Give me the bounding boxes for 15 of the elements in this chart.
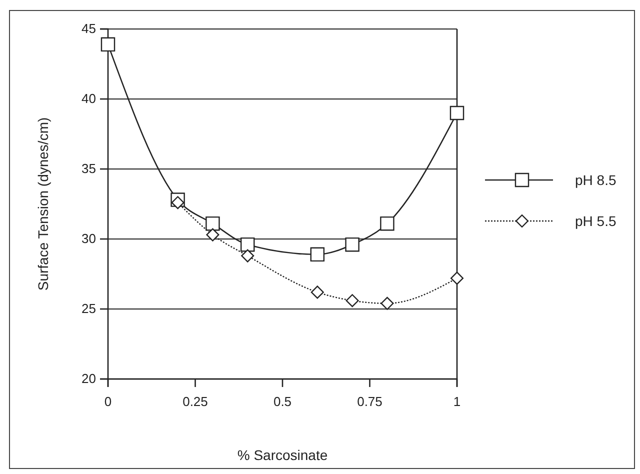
x-tick-label: 1 bbox=[453, 394, 461, 410]
x-tick-label: 0 bbox=[104, 394, 112, 410]
y-tick-label: 35 bbox=[82, 161, 96, 176]
legend-label: pH 5.5 bbox=[575, 213, 616, 229]
y-tick-label: 30 bbox=[82, 231, 96, 246]
legend-label: pH 8.5 bbox=[575, 172, 616, 188]
x-tick-label: 0.5 bbox=[273, 394, 292, 410]
y-tick-label: 40 bbox=[82, 91, 96, 106]
y-axis-title: Surface Tension (dynes/cm) bbox=[35, 117, 51, 291]
y-tick-label: 20 bbox=[82, 371, 96, 386]
x-tick-label: 0.75 bbox=[357, 394, 382, 410]
x-axis-title: % Sarcosinate bbox=[237, 447, 328, 463]
y-tick-label: 45 bbox=[82, 21, 96, 36]
y-tick-label: 25 bbox=[82, 301, 96, 316]
x-tick-label: 0.25 bbox=[182, 394, 208, 410]
